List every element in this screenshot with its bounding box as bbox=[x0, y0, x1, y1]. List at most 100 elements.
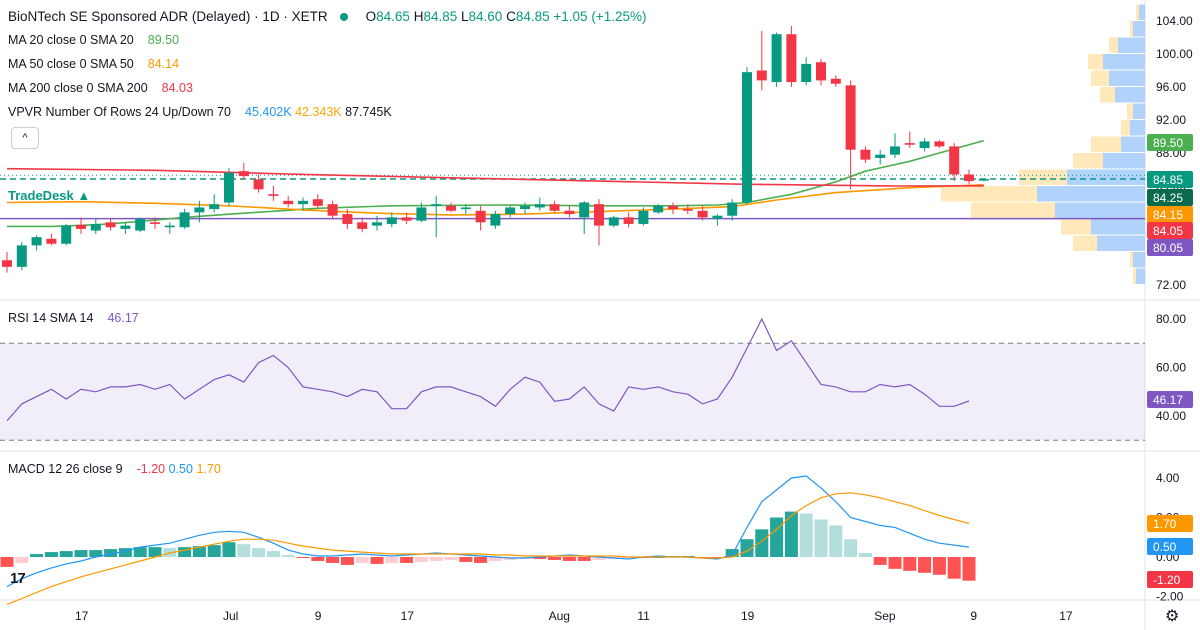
vpvr-up-bar bbox=[1115, 87, 1145, 103]
tradingview-logo[interactable]: 17 bbox=[10, 570, 26, 587]
candle-body bbox=[224, 172, 234, 203]
legend-macd[interactable]: MACD 12 26 close 9 -1.20 0.50 1.70 bbox=[8, 462, 221, 476]
candle-body bbox=[860, 149, 871, 160]
time-tick-label: Sep bbox=[874, 609, 896, 623]
candle-body bbox=[786, 34, 797, 83]
price-change: +1.05 (+1.25%) bbox=[553, 9, 647, 24]
macd-axis-label-bg bbox=[1147, 515, 1193, 532]
time-tick-label: Aug bbox=[549, 609, 570, 623]
legend-rsi[interactable]: RSI 14 SMA 14 46.17 bbox=[8, 311, 139, 325]
legend-ma50[interactable]: MA 50 close 0 SMA 50 84.14 bbox=[8, 57, 180, 71]
symbol-title[interactable]: BioNTech SE Sponsored ADR (Delayed) · 1D… bbox=[8, 9, 328, 24]
macd-hist-bar bbox=[252, 548, 266, 557]
candle-body bbox=[238, 171, 249, 177]
price-axis-label: 84.05 bbox=[1153, 224, 1183, 238]
price-axis-label: 84.25 bbox=[1153, 191, 1183, 205]
candle-body bbox=[120, 225, 131, 229]
candle-body bbox=[401, 217, 412, 221]
price-axis-label-bg bbox=[1147, 222, 1193, 239]
macd-hist-bar bbox=[414, 557, 428, 562]
price-axis-label: 84.85 bbox=[1153, 173, 1183, 187]
candle-body bbox=[446, 205, 456, 211]
candle-body bbox=[594, 204, 604, 226]
candle-body bbox=[312, 199, 323, 206]
price-axis-label: 80.05 bbox=[1153, 241, 1183, 255]
vpvr-up-bar bbox=[1067, 169, 1145, 185]
macd-hist-bar bbox=[355, 557, 369, 563]
candle-body bbox=[623, 217, 634, 224]
vpvr-up-bar bbox=[1103, 153, 1145, 169]
gear-icon[interactable]: ⚙ bbox=[1165, 608, 1180, 625]
vpvr-down-bar bbox=[1136, 4, 1139, 20]
legend-ma20[interactable]: MA 20 close 0 SMA 20 89.50 bbox=[8, 33, 180, 47]
candle-body bbox=[934, 141, 945, 147]
macd-axis-label: 1.70 bbox=[1153, 517, 1177, 531]
macd-hist-bar bbox=[44, 552, 58, 557]
vpvr-down-bar bbox=[1127, 103, 1133, 119]
candle-body bbox=[179, 212, 190, 228]
candle-body bbox=[61, 225, 72, 244]
vpvr-down-bar bbox=[971, 202, 1055, 218]
legend-vpvr[interactable]: VPVR Number Of Rows 24 Up/Down 70 45.402K… bbox=[8, 105, 392, 119]
tradedesk-label[interactable]: TradeDesk ▲ bbox=[8, 188, 91, 203]
macd-hist-bar bbox=[873, 557, 887, 565]
macd-hist-bar bbox=[725, 549, 739, 557]
legend-ma200[interactable]: MA 200 close 0 SMA 200 84.03 bbox=[8, 81, 193, 95]
price-axis-label-bg bbox=[1147, 171, 1193, 188]
rsi-axis-label-bg bbox=[1147, 391, 1193, 408]
vpvr-down-bar bbox=[1130, 252, 1133, 268]
candle-body bbox=[727, 202, 738, 216]
macd-hist-bar bbox=[281, 555, 295, 557]
macd-hist-bar bbox=[548, 557, 562, 560]
vpvr-up-bar bbox=[1139, 4, 1145, 20]
candle-body bbox=[579, 202, 590, 218]
candle-body bbox=[327, 204, 338, 216]
candle-body bbox=[490, 214, 501, 226]
macd-hist-bar bbox=[932, 557, 946, 575]
candle-body bbox=[668, 205, 678, 210]
time-tick-label: 11 bbox=[637, 609, 650, 623]
macd-hist-bar bbox=[918, 557, 932, 573]
vpvr-down-bar bbox=[1091, 136, 1121, 152]
collapse-legend-button[interactable]: ^ bbox=[11, 127, 39, 149]
macd-hist-bar bbox=[814, 519, 828, 557]
vpvr-up-bar bbox=[1133, 252, 1145, 268]
candle-body bbox=[105, 222, 116, 228]
symbol-title-row: BioNTech SE Sponsored ADR (Delayed) · 1D… bbox=[8, 9, 646, 24]
time-tick-label: 19 bbox=[741, 609, 755, 623]
candle-body bbox=[431, 204, 442, 206]
macd-hist-bar bbox=[592, 557, 606, 560]
time-tick-label: 17 bbox=[1059, 609, 1073, 623]
vpvr-up-bar bbox=[1130, 120, 1145, 136]
macd-axis-label: -1.20 bbox=[1153, 573, 1181, 587]
candle-body bbox=[653, 205, 664, 213]
macd-line bbox=[6, 475, 970, 588]
macd-hist-bar bbox=[59, 551, 73, 557]
vpvr-down-bar bbox=[941, 186, 1037, 202]
rsi-tick-label: 60.00 bbox=[1156, 361, 1186, 375]
macd-hist-bar bbox=[577, 557, 591, 561]
rsi-band bbox=[0, 343, 1145, 441]
macd-hist-bar bbox=[15, 557, 29, 563]
price-tick-label: 96.00 bbox=[1156, 80, 1186, 94]
vpvr-up-bar bbox=[1091, 219, 1145, 235]
macd-hist-bar bbox=[118, 548, 132, 557]
macd-hist-bar bbox=[192, 546, 206, 557]
macd-axis-label-bg bbox=[1147, 571, 1193, 588]
candle-body bbox=[298, 200, 308, 205]
ma-line-50 bbox=[6, 184, 984, 216]
vpvr-down-bar bbox=[1130, 21, 1133, 37]
vpvr-up-bar bbox=[1037, 186, 1145, 202]
time-tick-label: 9 bbox=[970, 609, 977, 623]
candle-body bbox=[475, 210, 486, 223]
macd-hist-bar bbox=[459, 557, 473, 562]
vpvr-down-bar bbox=[1100, 87, 1115, 103]
signal-line bbox=[6, 492, 970, 605]
price-axis-label-bg bbox=[1147, 239, 1193, 256]
vpvr-up-bar bbox=[1136, 268, 1145, 284]
candle-body bbox=[608, 217, 619, 226]
vpvr-down-bar bbox=[1019, 169, 1067, 185]
price-axis-label-bg bbox=[1147, 134, 1193, 151]
macd-hist-bar bbox=[207, 545, 221, 557]
